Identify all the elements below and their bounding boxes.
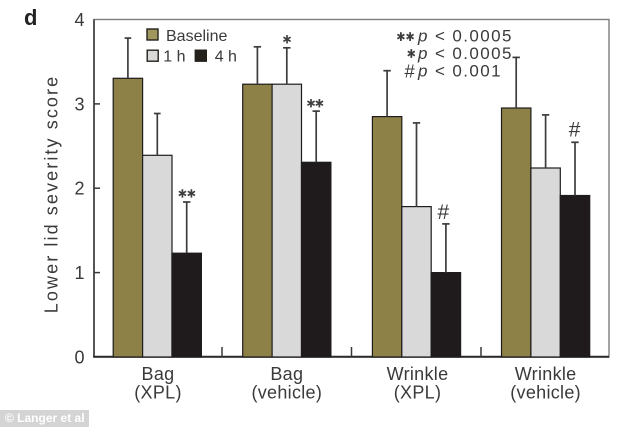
svg-text:Wrinkle: Wrinkle [515, 364, 577, 384]
svg-text:#: # [405, 60, 416, 81]
svg-text:d: d [24, 5, 37, 30]
svg-text:1: 1 [74, 263, 84, 283]
svg-text:#: # [569, 118, 581, 141]
svg-text:Bag: Bag [142, 364, 175, 384]
svg-text:(XPL): (XPL) [394, 383, 442, 403]
svg-text:p < 0.0005: p < 0.0005 [417, 44, 513, 63]
svg-text:#: # [438, 201, 450, 224]
svg-text:© Langer et al: © Langer et al [5, 411, 85, 425]
svg-text:(XPL): (XPL) [134, 383, 182, 403]
svg-text:2: 2 [74, 179, 84, 199]
svg-text:4: 4 [74, 10, 84, 30]
svg-text:Wrinkle: Wrinkle [387, 364, 449, 384]
svg-text:4 h: 4 h [215, 48, 237, 65]
svg-text:(vehicle): (vehicle) [510, 383, 581, 403]
svg-text:3: 3 [74, 94, 84, 114]
svg-text:1 h: 1 h [163, 48, 185, 65]
svg-text:Bag: Bag [270, 364, 303, 384]
svg-text:0: 0 [74, 348, 84, 368]
svg-text:p < 0.001: p < 0.001 [417, 62, 502, 81]
svg-text:(vehicle): (vehicle) [251, 383, 322, 403]
svg-text:p < 0.0005: p < 0.0005 [417, 26, 513, 45]
svg-text:Lower lid severity score: Lower lid severity score [42, 75, 62, 313]
svg-text:Baseline: Baseline [166, 28, 227, 45]
